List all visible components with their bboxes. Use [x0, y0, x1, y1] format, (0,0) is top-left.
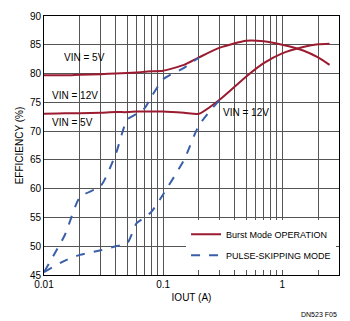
svg-text:VIN = 5V: VIN = 5V: [64, 52, 105, 63]
svg-text:0.1: 0.1: [156, 279, 170, 290]
svg-text:75: 75: [30, 97, 42, 108]
svg-text:VIN = 12V: VIN = 12V: [52, 90, 98, 101]
svg-text:DN523 F05: DN523 F05: [301, 311, 337, 318]
svg-text:85: 85: [30, 39, 42, 50]
svg-text:60: 60: [30, 183, 42, 194]
svg-text:Burst Mode OPERATION: Burst Mode OPERATION: [226, 230, 327, 240]
svg-text:VIN = 12V: VIN = 12V: [223, 107, 269, 118]
svg-text:45: 45: [30, 270, 42, 281]
svg-text:1: 1: [279, 279, 285, 290]
svg-text:IOUT (A): IOUT (A): [172, 292, 212, 303]
svg-text:90: 90: [30, 11, 42, 22]
svg-text:80: 80: [30, 68, 42, 79]
svg-text:50: 50: [30, 241, 42, 252]
svg-text:PULSE-SKIPPING MODE: PULSE-SKIPPING MODE: [226, 251, 331, 261]
svg-text:VIN = 5V: VIN = 5V: [52, 117, 93, 128]
svg-text:EFFICIENCY (%): EFFICIENCY (%): [14, 107, 25, 185]
svg-text:0.01: 0.01: [34, 279, 54, 290]
svg-text:70: 70: [30, 126, 42, 137]
svg-text:65: 65: [30, 154, 42, 165]
svg-text:55: 55: [30, 212, 42, 223]
